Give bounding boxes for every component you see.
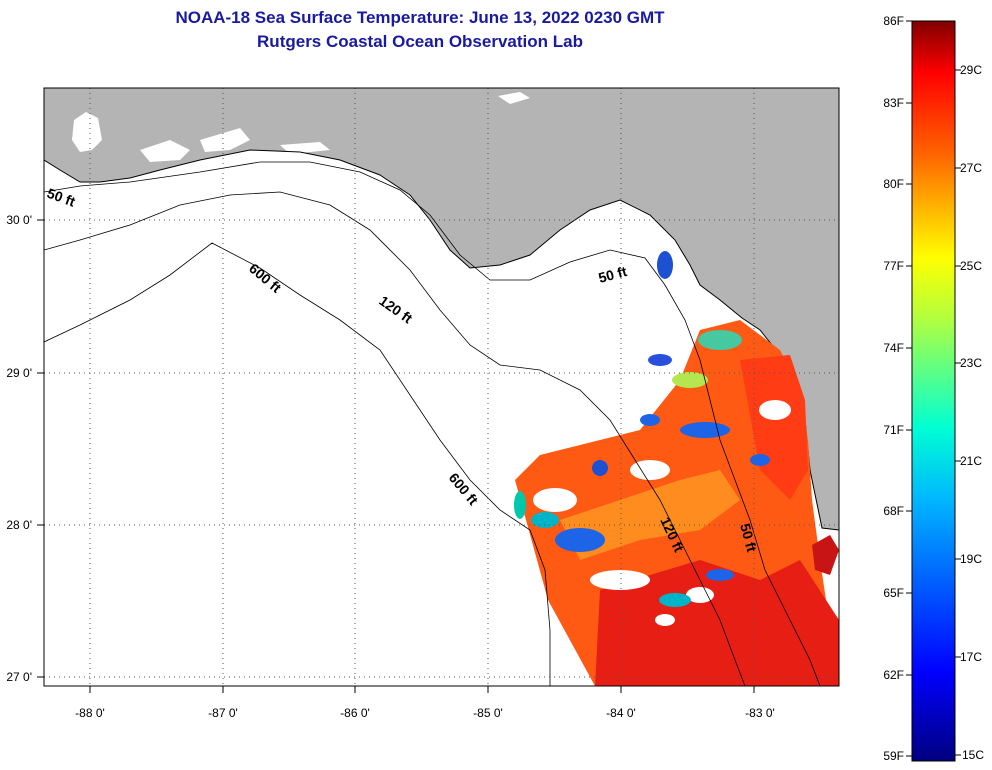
colorbar-f-label: 80F [883,177,904,191]
contour-50ft [44,161,821,686]
lat-label: 27 0' [6,670,32,684]
colorbar-c-label: 25C [960,259,982,273]
colorbar-c-label: 19C [960,552,982,566]
colorbar-ticks [906,20,961,757]
map-border [43,87,840,687]
lon-label: -84 0' [606,706,636,720]
bay [498,92,530,104]
bay [200,128,250,152]
lon-label: -83 0' [745,706,775,720]
colorbar [911,20,956,762]
colorbar-c-label: 17C [960,650,982,664]
colorbar-f-label: 68F [883,504,904,518]
colorbar-f-label: 59F [883,749,904,763]
map-subtitle: Rutgers Coastal Ocean Observation Lab [257,32,583,51]
lat-label: 29 0' [6,366,32,380]
bay [72,112,102,152]
colorbar-c-label: 23C [960,356,982,370]
colorbar-f-label: 62F [883,668,904,682]
colorbar-f-label: 77F [883,259,904,273]
colorbar-c-label: 21C [960,454,982,468]
lat-label: 30 0' [6,213,32,227]
sst-swath [514,251,839,686]
land-panhandle [44,88,839,530]
bay [140,140,190,162]
contour-120ft [44,191,746,686]
contour-label: 50 ft [737,522,760,554]
lon-label: -86 0' [340,706,370,720]
colorbar-f-label: 83F [883,96,904,110]
lon-label: -88 0' [75,706,105,720]
colorbar-f-label: 74F [883,341,904,355]
contour-600ft [44,242,551,686]
lon-label: -85 0' [473,706,503,720]
colorbar-c-label: 27C [960,161,982,175]
contour-label: 50 ft [597,263,629,286]
colorbar-f-label: 86F [883,14,904,28]
lat-label: 28 0' [6,518,32,532]
colorbar-f-label: 65F [883,586,904,600]
map-title: NOAA-18 Sea Surface Temperature: June 13… [175,8,665,27]
lon-label: -87 0' [208,706,238,720]
bay [280,142,330,154]
colorbar-c-label: 29C [960,63,982,77]
colorbar-f-label: 71F [883,423,904,437]
colorbar-c-label: 15C [962,748,984,762]
axis-ticks [37,219,755,693]
